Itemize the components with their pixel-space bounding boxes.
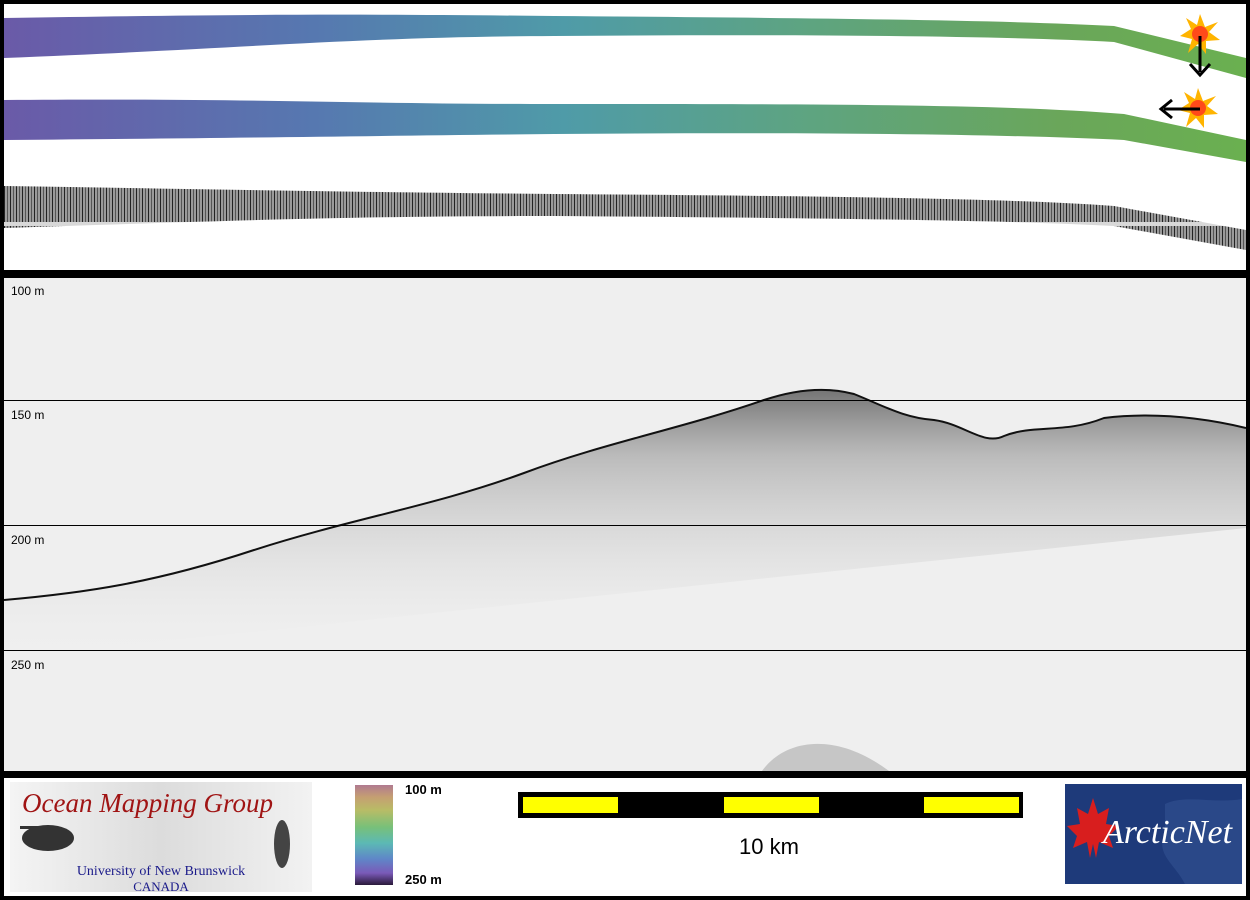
colorbar-top-label: 100 m [405, 782, 442, 797]
depth-label: 100 m [11, 284, 45, 298]
depth-gridline [4, 400, 1246, 401]
sidescan-strip [4, 186, 1246, 250]
swath-panel [4, 4, 1246, 270]
depth-label: 200 m [11, 533, 45, 547]
ocean-mapping-group-logo: Ocean Mapping Group University of New Br… [10, 782, 312, 894]
depth-colorbar [355, 785, 393, 885]
omg-country: CANADA [133, 879, 189, 894]
sonar-fish-icon [20, 820, 290, 868]
arrow-down-icon [1188, 36, 1212, 78]
depth-label: 150 m [11, 408, 45, 422]
scale-label: 10 km [739, 834, 799, 859]
bathymetry-strip-2 [4, 99, 1246, 162]
depth-label: 250 m [11, 658, 45, 672]
omg-title: Ocean Mapping Group [22, 788, 273, 818]
seabed-profile [4, 388, 1246, 771]
profile-panel: 100 m 150 m 200 m 250 m [4, 278, 1246, 771]
sun-marker-icon [1180, 14, 1220, 54]
arcticnet-logo: ArcticNet [1065, 784, 1242, 884]
depth-gridline [4, 525, 1246, 526]
maple-leaf-icon [1067, 798, 1242, 884]
scale-bar [518, 792, 1023, 818]
swath-strips [4, 14, 1246, 250]
depth-gridline [4, 650, 1246, 651]
footer-panel: Ocean Mapping Group University of New Br… [4, 778, 1246, 896]
arcticnet-text: ArcticNet [1103, 814, 1233, 851]
omg-university: University of New Brunswick [76, 864, 246, 879]
arrow-left-icon [1158, 98, 1200, 120]
colorbar-bottom-label: 250 m [405, 872, 442, 887]
bathymetry-strip-1 [4, 14, 1246, 79]
